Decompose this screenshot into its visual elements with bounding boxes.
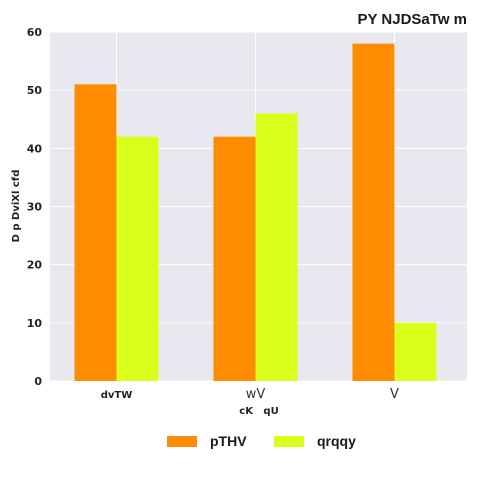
legend-swatch: [274, 436, 304, 447]
bar-pTHV-dvTW: [74, 84, 117, 381]
legend: pTHV qrqqy: [167, 433, 356, 449]
x-axis-label: cK qU: [239, 406, 278, 417]
x-tick-label: wV: [246, 387, 266, 402]
y-tick-label: 40: [27, 142, 43, 155]
bar-qrqqy-dvTW: [116, 136, 159, 381]
bars: [74, 43, 437, 382]
bar-pTHV-wV: [213, 136, 256, 381]
x-tick-label: dvTW: [101, 390, 133, 401]
legend-swatch: [167, 436, 197, 447]
bar-qrqqy-V: [394, 322, 437, 381]
x-axis-ticks: dvTW wV V: [101, 387, 399, 402]
y-tick-label: 50: [27, 84, 43, 97]
y-axis-label: D p DviXl cfd: [11, 170, 22, 243]
y-axis-ticks: 0 10 20 30 40 50 60: [27, 26, 43, 388]
y-tick-label: 0: [34, 375, 42, 388]
chart-title: PY NJDSaTw m: [358, 11, 467, 28]
x-tick-label: V: [390, 387, 399, 402]
y-tick-label: 30: [27, 201, 43, 214]
y-tick-label: 10: [27, 317, 43, 330]
legend-label: qrqqy: [317, 433, 356, 449]
bar-pTHV-V: [352, 43, 395, 382]
y-tick-label: 20: [27, 259, 43, 272]
y-tick-label: 60: [27, 26, 43, 39]
bar-qrqqy-wV: [255, 113, 298, 381]
legend-label: pTHV: [210, 433, 247, 449]
